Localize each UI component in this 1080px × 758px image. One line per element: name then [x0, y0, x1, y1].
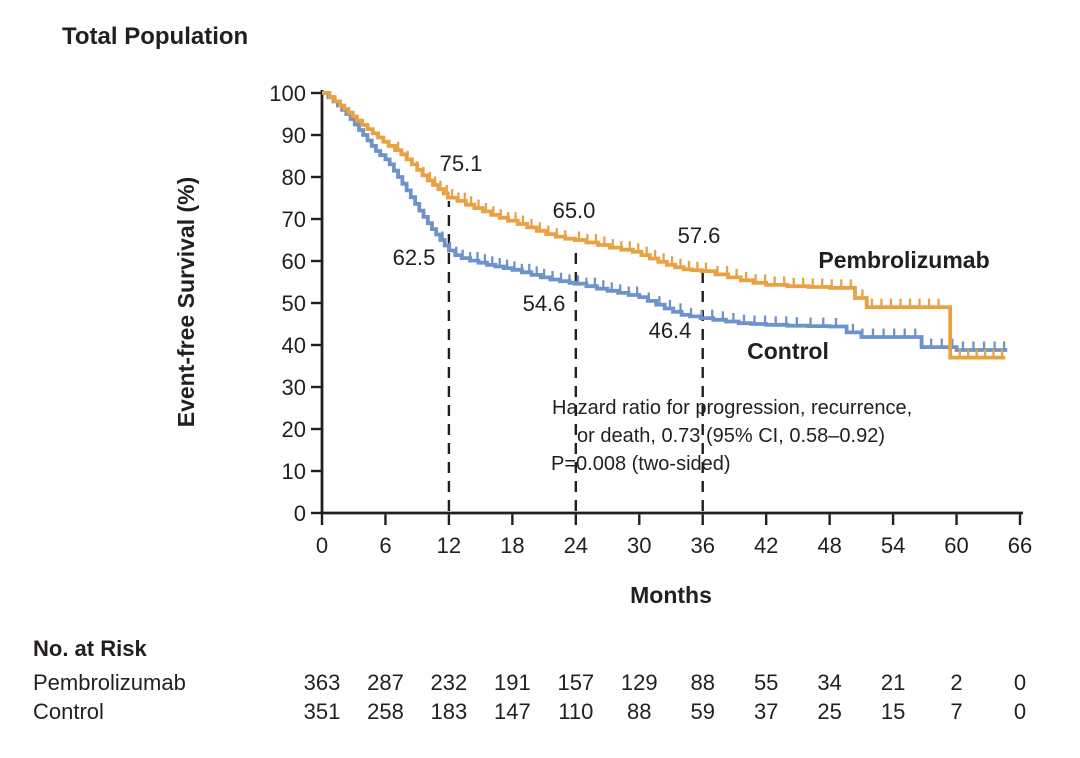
hazard-ratio-text-line-2: or death, 0.73 (95% CI, 0.58–0.92) — [577, 425, 885, 447]
risk-value-control-54mo: 15 — [881, 699, 905, 724]
risk-value-control-42mo: 37 — [754, 699, 778, 724]
risk-row-label-control: Control — [33, 699, 104, 724]
milestone-value-control-12mo: 62.5 — [393, 245, 436, 270]
y-tick-label: 30 — [282, 375, 306, 400]
risk-value-control-36mo: 59 — [690, 699, 714, 724]
x-tick-label: 18 — [500, 533, 524, 558]
y-tick-label: 20 — [282, 417, 306, 442]
x-axis-label: Months — [630, 582, 712, 608]
risk-value-pembrolizumab-36mo: 88 — [690, 670, 714, 695]
x-tick-label: 6 — [379, 533, 391, 558]
x-tick-label: 60 — [944, 533, 968, 558]
y-tick-label: 100 — [269, 81, 306, 106]
y-tick-label: 80 — [282, 165, 306, 190]
risk-value-pembrolizumab-54mo: 21 — [881, 670, 905, 695]
milestone-value-control-36mo: 46.4 — [649, 318, 692, 343]
milestone-value-pembrolizumab-12mo: 75.1 — [440, 151, 483, 176]
risk-table-header: No. at Risk — [33, 636, 147, 661]
axes: 0 10 20 30 40 50 60 70 80 90 100 0 6 12 18 24 30 36 42 48 54… — [269, 81, 1032, 558]
milestone-value-labels: 75.1 65.0 57.6 62.5 54.6 46.4 — [393, 151, 721, 343]
control-curve-label: Control — [747, 338, 829, 364]
hazard-ratio-text-line-1: Hazard ratio for progression, recurrence… — [552, 397, 912, 419]
risk-value-pembrolizumab-18mo: 191 — [494, 670, 531, 695]
y-tick-label: 60 — [282, 249, 306, 274]
x-tick-label: 54 — [881, 533, 905, 558]
risk-value-pembrolizumab-48mo: 34 — [817, 670, 841, 695]
milestone-value-pembrolizumab-24mo: 65.0 — [553, 198, 596, 223]
risk-value-control-18mo: 147 — [494, 699, 531, 724]
y-tick-label: 90 — [282, 123, 306, 148]
risk-value-control-0mo: 351 — [304, 699, 341, 724]
risk-value-control-12mo: 183 — [431, 699, 468, 724]
y-tick-label: 10 — [282, 459, 306, 484]
risk-row-label-pembrolizumab: Pembrolizumab — [33, 670, 186, 695]
figure-title: Total Population — [62, 23, 248, 50]
y-tick-label: 0 — [294, 501, 306, 526]
y-tick-label: 70 — [282, 207, 306, 232]
survival-curves — [322, 91, 1008, 360]
milestone-value-pembrolizumab-36mo: 57.6 — [678, 223, 721, 248]
risk-value-pembrolizumab-60mo: 2 — [950, 670, 962, 695]
p-value-text-line: P=0.008 (two-sided) — [551, 453, 731, 475]
risk-value-control-30mo: 88 — [627, 699, 651, 724]
milestone-value-control-24mo: 54.6 — [523, 291, 566, 316]
y-axis-label: Event-free Survival (%) — [173, 177, 199, 428]
risk-value-pembrolizumab-12mo: 232 — [431, 670, 468, 695]
x-tick-label: 24 — [564, 533, 588, 558]
risk-value-pembrolizumab-24mo: 157 — [557, 670, 594, 695]
x-tick-label: 0 — [316, 533, 328, 558]
risk-value-pembrolizumab-6mo: 287 — [367, 670, 404, 695]
risk-value-control-6mo: 258 — [367, 699, 404, 724]
x-tick-label: 12 — [437, 533, 461, 558]
risk-value-control-60mo: 7 — [950, 699, 962, 724]
y-tick-label: 40 — [282, 333, 306, 358]
survival-curve-control — [322, 91, 1008, 352]
risk-value-control-24mo: 110 — [558, 699, 593, 724]
x-tick-label: 30 — [627, 533, 651, 558]
risk-value-control-66mo: 0 — [1014, 699, 1026, 724]
risk-value-pembrolizumab-30mo: 129 — [621, 670, 658, 695]
x-tick-label: 42 — [754, 533, 778, 558]
risk-value-control-48mo: 25 — [817, 699, 841, 724]
risk-value-pembrolizumab-0mo: 363 — [304, 670, 341, 695]
pembrolizumab-curve-label: Pembrolizumab — [818, 247, 989, 273]
x-tick-label: 66 — [1008, 533, 1032, 558]
risk-value-pembrolizumab-42mo: 55 — [754, 670, 778, 695]
x-tick-label: 48 — [817, 533, 841, 558]
y-tick-label: 50 — [282, 291, 306, 316]
risk-value-pembrolizumab-66mo: 0 — [1014, 670, 1026, 695]
x-tick-label: 36 — [690, 533, 714, 558]
